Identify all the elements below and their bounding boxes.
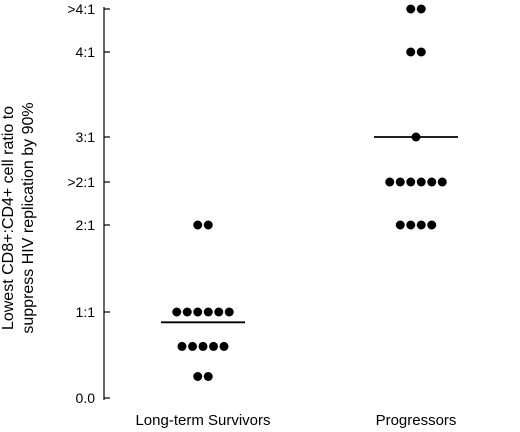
data-point [416, 4, 426, 14]
data-point [385, 177, 395, 187]
data-point [172, 307, 182, 317]
median-lines [161, 136, 458, 324]
x-axis-categories: Long-term Survivors Progressors [135, 412, 456, 429]
y-tick-label: 1:1 [76, 304, 96, 320]
y-axis-title: Lowest CD8+:CD4+ cell ratio to suppress H… [0, 102, 37, 333]
data-point [406, 4, 416, 14]
data-point [427, 220, 437, 230]
y-axis-title-line: Lowest CD8+:CD4+ cell ratio to [0, 106, 17, 330]
category-label: Progressors [376, 412, 457, 429]
data-point [219, 341, 229, 351]
y-tick-label: 3:1 [76, 129, 96, 145]
data-point [416, 47, 426, 57]
y-axis-ticks: 0.0 1:1 2:1 >2:1 3:1 4:1 >4:1 [67, 1, 110, 406]
data-point [203, 220, 213, 230]
y-axis-title-line: suppress HIV replication by 90% [20, 102, 37, 333]
data-point [209, 341, 218, 351]
data-point [214, 307, 224, 317]
data-point [188, 341, 197, 351]
y-tick-label: 4:1 [76, 44, 96, 60]
y-tick-label: 2:1 [76, 217, 96, 233]
data-points [172, 4, 447, 381]
data-point [193, 372, 203, 381]
data-point [427, 177, 437, 187]
data-point [416, 220, 426, 230]
data-point [437, 177, 447, 187]
y-tick-label: >2:1 [67, 174, 95, 190]
data-point [395, 220, 405, 230]
data-point [416, 177, 426, 187]
data-point [193, 307, 203, 317]
data-point [177, 341, 187, 351]
data-point [406, 220, 416, 230]
data-point [406, 177, 416, 187]
category-label: Long-term Survivors [135, 412, 270, 429]
y-tick-label: 0.0 [76, 390, 96, 406]
data-point [203, 372, 213, 381]
data-point [411, 132, 421, 142]
y-tick-label: >4:1 [67, 1, 95, 17]
data-point [182, 307, 192, 317]
data-point [203, 307, 213, 317]
data-point [198, 341, 208, 351]
data-point [395, 177, 405, 187]
data-point [224, 307, 234, 317]
data-point [193, 220, 203, 230]
data-point [406, 47, 416, 57]
